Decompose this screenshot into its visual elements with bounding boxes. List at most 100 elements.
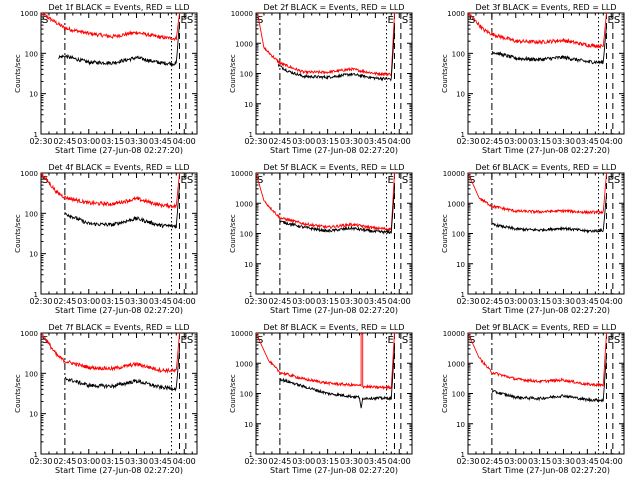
events-series-line: [58, 21, 180, 67]
interval-marker-label: S: [187, 335, 193, 346]
interval-marker-label: E: [607, 15, 613, 26]
y-tick-label: 1: [249, 451, 253, 459]
x-tick-label: 03:15: [101, 137, 124, 146]
x-tick-label: 02:45: [53, 457, 76, 466]
panel-title: Det 4f BLACK = Events, RED = LLD: [48, 163, 189, 172]
x-tick-label: 03:00: [77, 457, 100, 466]
x-tick-label: 02:45: [268, 457, 291, 466]
interval-marker-label: S: [257, 335, 263, 346]
x-tick-label: 03:45: [576, 137, 599, 146]
y-tick-label: 100: [240, 71, 253, 79]
interval-marker-label: S: [614, 15, 620, 26]
y-axis-label: Counts/sec: [14, 374, 22, 413]
panel-title: Det 8f BLACK = Events, RED = LLD: [263, 323, 404, 332]
events-series-line: [277, 28, 395, 82]
panel-det-2: Det 2f BLACK = Events, RED = LLD 1 10 100 10…: [229, 3, 413, 155]
lld-series-line: [256, 173, 395, 232]
y-tick-label: 1000: [447, 200, 465, 208]
events-series-line: [279, 348, 395, 409]
y-tick-label: 10: [456, 91, 465, 99]
y-tick-label: 100: [452, 50, 465, 58]
y-tick-label: 10: [456, 261, 465, 269]
interval-marker-label: S: [42, 335, 48, 346]
x-tick-label: 03:30: [125, 297, 148, 306]
y-tick-label: 1: [249, 131, 253, 139]
y-axis-label: Counts/sec: [441, 214, 449, 253]
x-tick-label: 02:30: [29, 457, 52, 466]
x-tick-label: 02:30: [244, 297, 267, 306]
events-series-line: [491, 194, 607, 234]
interval-marker-label: S: [402, 15, 408, 26]
y-tick-label: 1000: [235, 40, 253, 48]
events-series-line: [491, 354, 607, 403]
events-series-line: [279, 188, 395, 235]
y-axis-label: Counts/sec: [441, 54, 449, 93]
panel-det-3: Det 3f BLACK = Events, RED = LLD 1 10 100 10…: [441, 3, 625, 155]
x-tick-label: 03:45: [364, 297, 387, 306]
x-axis-label: Start Time (27-Jun-08 02:27:20): [482, 306, 610, 315]
plot-frame: [467, 12, 625, 135]
x-axis-label: Start Time (27-Jun-08 02:27:20): [55, 306, 183, 315]
y-tick-label: 100: [452, 391, 465, 399]
y-axis-label: Counts/sec: [14, 214, 22, 253]
x-tick-label: 03:00: [292, 297, 315, 306]
interval-marker-label: S: [187, 15, 193, 26]
interval-marker-label: S: [469, 15, 475, 26]
y-tick-label: 1000: [20, 10, 38, 18]
x-tick-label: 03:00: [504, 137, 527, 146]
y-axis-label: Counts/sec: [441, 374, 449, 413]
y-tick-label: 10: [244, 421, 253, 429]
x-tick-label: 02:45: [480, 457, 503, 466]
x-tick-label: 03:15: [316, 457, 339, 466]
x-tick-label: 03:00: [77, 297, 100, 306]
x-tick-label: 03:30: [340, 457, 363, 466]
x-tick-label: 03:30: [340, 137, 363, 146]
x-tick-label: 04:00: [600, 297, 623, 306]
x-tick-label: 04:00: [600, 457, 623, 466]
lld-series-line: [41, 333, 180, 374]
x-tick-label: 04:00: [173, 137, 196, 146]
x-tick-label: 03:45: [364, 137, 387, 146]
x-tick-label: 03:15: [528, 457, 551, 466]
interval-marker-label: S: [187, 175, 193, 186]
interval-marker-label: E: [180, 175, 186, 186]
x-tick-label: 03:30: [125, 457, 148, 466]
x-tick-label: 04:00: [173, 297, 196, 306]
x-axis-label: Start Time (27-Jun-08 02:27:20): [270, 306, 398, 315]
lld-series-line: [41, 173, 180, 209]
x-tick-label: 04:00: [388, 457, 411, 466]
lld-series-line: [41, 13, 180, 42]
lld-series-line: [468, 333, 607, 388]
y-tick-label: 10000: [231, 170, 253, 178]
panel-title: Det 5f BLACK = Events, RED = LLD: [263, 163, 404, 172]
panel-det-1: Det 1f BLACK = Events, RED = LLD 1 10 100 10…: [14, 3, 198, 155]
lld-series-line: [468, 13, 607, 49]
x-tick-label: 03:15: [528, 137, 551, 146]
y-tick-label: 100: [452, 231, 465, 239]
x-tick-label: 03:00: [504, 457, 527, 466]
y-tick-label: 1000: [235, 200, 253, 208]
interval-marker-label: S: [614, 175, 620, 186]
interval-marker-label: E: [180, 15, 186, 26]
lld-series-line: [468, 173, 607, 215]
y-tick-label: 1000: [447, 360, 465, 368]
interval-marker-label: E: [388, 335, 394, 346]
y-tick-label: 1: [461, 291, 465, 299]
x-tick-label: 02:45: [480, 297, 503, 306]
y-tick-label: 10000: [231, 10, 253, 18]
interval-marker-label: S: [469, 335, 475, 346]
interval-marker-label: E: [180, 335, 186, 346]
x-tick-label: 02:30: [456, 457, 479, 466]
x-tick-label: 02:30: [456, 297, 479, 306]
x-tick-label: 02:30: [29, 297, 52, 306]
interval-marker-label: S: [614, 335, 620, 346]
y-tick-label: 100: [25, 210, 38, 218]
x-tick-label: 03:00: [292, 457, 315, 466]
lld-series-line: [257, 13, 395, 77]
x-axis-label: Start Time (27-Jun-08 02:27:20): [55, 466, 183, 475]
x-axis-label: Start Time (27-Jun-08 02:27:20): [270, 466, 398, 475]
y-tick-label: 1: [34, 451, 38, 459]
x-tick-label: 02:45: [480, 137, 503, 146]
x-tick-label: 03:15: [101, 297, 124, 306]
